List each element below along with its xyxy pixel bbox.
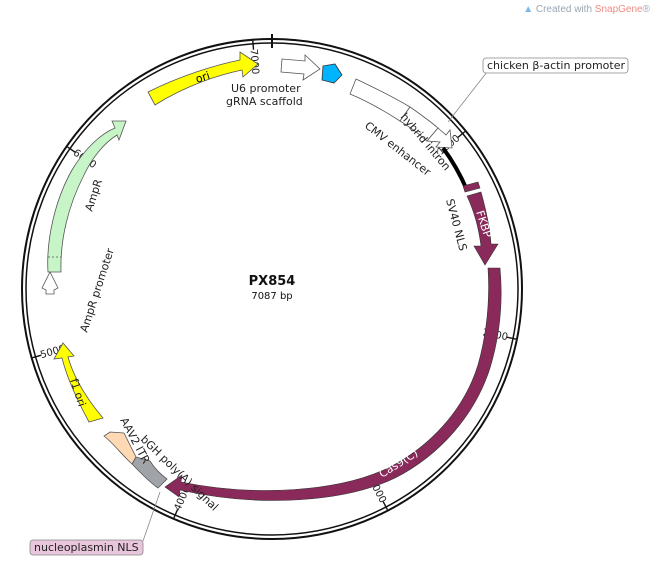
feature-ori-label: ori [194, 69, 212, 86]
snapgene-watermark: ▲ Created with SnapGene® [523, 4, 650, 15]
feature-ampr-promoter[interactable] [41, 271, 59, 295]
feature-ampr[interactable] [47, 120, 127, 273]
feature-ampr-label: AmpR [82, 177, 105, 213]
feature-cas9[interactable] [164, 267, 502, 501]
sv40-nls-label: SV40 NLS [443, 197, 469, 252]
tick-mark-2000 [506, 336, 517, 340]
feature-fkbp[interactable] [466, 191, 499, 266]
feature-u6-promoter[interactable] [280, 54, 321, 81]
tick-mark-5000 [32, 354, 42, 359]
feature-f1-ori[interactable] [53, 342, 104, 423]
chicken-beta-actin-box [482, 57, 629, 74]
snapgene-logo-icon: ▲ [523, 4, 534, 15]
nucleoplasmin-nls-box [29, 539, 144, 556]
feature-layer: ori FKBP Cas9(C) f1 ori AmpR [41, 51, 502, 501]
feature-fkbp-label: FKBP [473, 209, 494, 240]
tick-mark-6000 [67, 146, 76, 153]
ampr-promoter-label: AmpR promoter [77, 246, 117, 334]
plasmid-length: 7087 bp [251, 291, 292, 302]
nucleoplasmin-nls-leader [142, 491, 161, 542]
feature-ori[interactable] [147, 51, 259, 106]
feature-f1-ori-label: f1 ori [67, 377, 88, 408]
nucleoplasmin-nls-label: nucleoplasmin NLS [34, 541, 139, 554]
feature-aav2-itr[interactable] [103, 431, 137, 465]
tick-mark-1000 [457, 131, 466, 138]
feature-grna-scaffold[interactable] [321, 63, 343, 84]
tick-mark-4000 [173, 509, 179, 519]
chicken-beta-actin-leader [447, 71, 488, 123]
chicken-beta-actin-label: chicken β-actin promoter [487, 59, 625, 72]
tick-mark-7000 [252, 40, 255, 50]
grna-scaffold-label: gRNA scaffold [226, 95, 303, 108]
feature-bgh-polya[interactable] [131, 456, 168, 489]
plasmid-name: PX854 [249, 274, 296, 289]
feature-sv40-nls[interactable] [462, 181, 481, 193]
u6-promoter-label: U6 promoter [231, 82, 301, 95]
feature-cmv-enhancer[interactable] [349, 78, 411, 122]
tick-mark-3000 [382, 501, 389, 510]
